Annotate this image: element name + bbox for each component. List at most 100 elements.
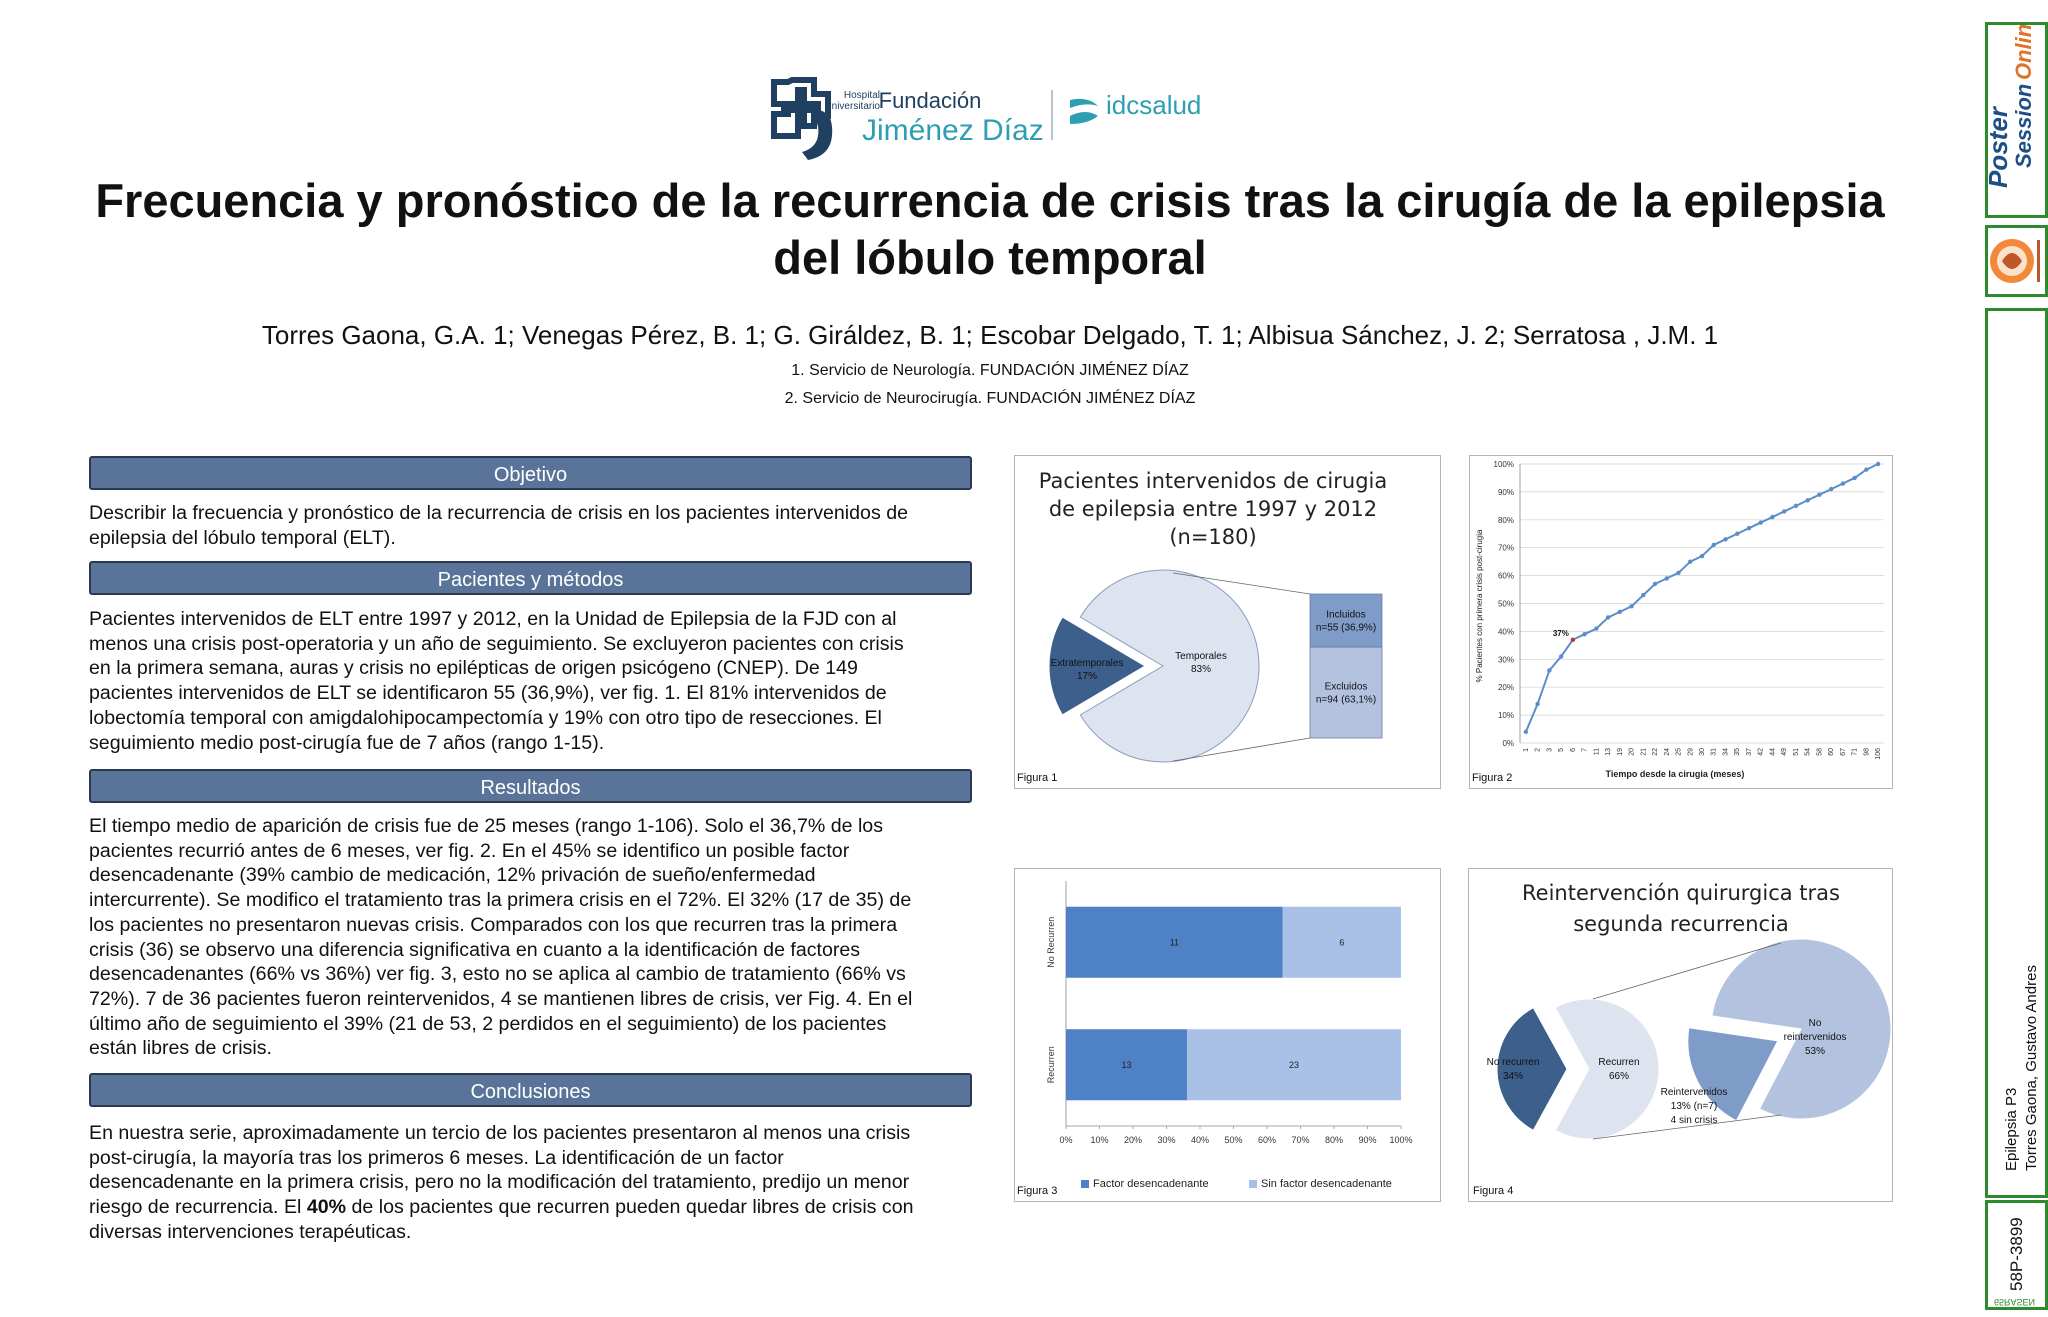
data-point — [1735, 531, 1740, 536]
x-tick-label: 51 — [1793, 748, 1800, 756]
y-tick-label: 40% — [1498, 627, 1514, 636]
x-tick-label: 21 — [1640, 748, 1647, 756]
figure-1-title-line: (n=180) — [1169, 525, 1256, 549]
brand-text-poster: Poster — [1988, 105, 2013, 188]
x-tick-label: 54 — [1805, 748, 1812, 756]
figure-4-title-line: segunda recurrencia — [1573, 912, 1789, 936]
x-tick-label: 106 — [1875, 748, 1882, 760]
figure-2: 0% 10% 20% 30% 40% 50% 60% 70% 80% 90% 100% 1 2 3 5 6 7 1… — [1469, 455, 1893, 789]
bar-value-label: 11 — [1170, 937, 1179, 947]
series-line — [1524, 463, 1879, 733]
category-label: No Recurren — [1046, 917, 1056, 968]
y-tick-label: 70% — [1498, 544, 1514, 553]
figure-2-ylabel: % Pacientes con primera crisis post-ciru… — [1475, 529, 1484, 682]
text-line: epilepsia del lóbulo temporal (ELT). — [89, 526, 396, 549]
figure-4: Reintervención quirurgica tras segunda r… — [1468, 868, 1893, 1202]
x-tick-label: 34 — [1722, 748, 1729, 756]
text-line: lobectomía temporal con amigdalohipocamp… — [89, 706, 882, 729]
title-line-1: Frecuencia y pronóstico de la recurrenci… — [95, 174, 1885, 227]
x-tick-label: 1 — [1523, 748, 1530, 752]
figure-1: Pacientes intervenidos de cirugia de epi… — [1014, 455, 1441, 789]
bar-value-label: 23 — [1289, 1060, 1299, 1070]
data-point — [1605, 615, 1611, 620]
x-tick-label: 71 — [1852, 748, 1859, 756]
hospital-logo-mark: Hospital Universitario Fundación Jiménez… — [771, 77, 1201, 160]
y-tick-label: 80% — [1498, 516, 1514, 525]
figure-4-chart: Reintervención quirurgica tras segunda r… — [1473, 881, 1892, 1197]
affiliation-2: 2. Servicio de Neurocirugía. FUNDACIÓN J… — [784, 390, 1196, 407]
pie-slice-extratemporales — [1048, 616, 1146, 716]
x-tick-label: 13 — [1605, 748, 1612, 756]
figure-3-chart: 0% 10% 20% 30% 40% 50% 60% 70% 80% 90% 100% 11 6 No R… — [1017, 881, 1413, 1197]
data-point — [1699, 553, 1705, 559]
pie-value-reintervenidos: 13% (n=7) — [1671, 1101, 1717, 1112]
pie-label-no-reintervenidos: No — [1809, 1018, 1822, 1029]
connector-line — [1172, 572, 1311, 595]
data-point — [1535, 701, 1540, 707]
connector-line — [1592, 942, 1782, 1000]
data-point — [1711, 542, 1716, 548]
figure-1-chart: Pacientes intervenidos de cirugia de epi… — [1017, 469, 1387, 784]
text-line: están libres de crisis. — [89, 1037, 272, 1060]
x-tick-label: 6 — [1570, 748, 1577, 752]
poster-session-online-logo: Poster Session Online — [1983, 12, 2048, 218]
pie-value-no-recurren: 34% — [1503, 1071, 1523, 1082]
data-point — [1547, 668, 1552, 673]
pie-label-no-recurren: No recurren — [1487, 1057, 1540, 1068]
section-heading-objetivo: Objetivo — [89, 456, 972, 490]
logo-text-partner: idcsalud — [1106, 90, 1201, 120]
data-point — [1793, 503, 1799, 509]
x-tick-label: 24 — [1664, 748, 1671, 756]
data-point — [1617, 609, 1623, 615]
pie-slice-temporales — [1079, 569, 1260, 763]
text-line: crisis (36) se observo una diferencia si… — [89, 938, 861, 961]
data-point — [1723, 537, 1728, 542]
brand-text-online: Online — [2011, 25, 2036, 80]
poster-title: Frecuencia y pronóstico de la recurrenci… — [60, 172, 1920, 286]
y-tick-label: 20% — [1498, 683, 1514, 692]
x-tick-label: 20% — [1124, 1135, 1142, 1145]
affiliation-1: 1. Servicio de Neurología. FUNDACIÓN JIM… — [791, 362, 1189, 379]
data-point — [1558, 654, 1564, 659]
x-tick-label: 2 — [1535, 748, 1542, 752]
section-heading-resultados: Resultados — [89, 769, 972, 803]
breakdown-value: n=55 (36,9%) — [1316, 623, 1376, 634]
logo-text-hospital: Hospital — [844, 90, 880, 101]
data-point — [1652, 581, 1658, 587]
y-tick-label: 10% — [1498, 711, 1514, 720]
figure-4-caption: Figura 4 — [1473, 1185, 1513, 1197]
breakdown-segment — [1309, 646, 1383, 739]
data-point — [1770, 514, 1775, 520]
data-point — [1641, 592, 1646, 598]
data-point — [1875, 461, 1881, 467]
legend-swatch-factor — [1081, 1180, 1089, 1188]
x-tick-label: 35 — [1734, 748, 1741, 756]
figure-1-title-line: de epilepsia entre 1997 y 2012 — [1049, 497, 1377, 521]
title-line-2: del lóbulo temporal — [773, 231, 1207, 284]
x-tick-label: 70% — [1291, 1135, 1309, 1145]
text-line: en la primera semana, auras y crisis no … — [89, 657, 858, 680]
text-line: diversas intervenciones terapéuticas. — [89, 1220, 412, 1243]
text-line: post-cirugía, la mayoría tras los primer… — [89, 1146, 784, 1169]
bar-value-label: 6 — [1339, 937, 1344, 947]
text-line: desencadenante en la primera crisis, per… — [89, 1171, 910, 1194]
text-line: pacientes recurrió antes de 6 meses, ver… — [89, 839, 850, 862]
text-line: los pacientes no presentaron nuevas cris… — [89, 913, 898, 936]
x-tick-label: 37 — [1746, 748, 1753, 756]
data-point — [1864, 467, 1869, 472]
x-tick-label: 31 — [1711, 748, 1718, 756]
breakdown-label: Incluidos — [1326, 610, 1365, 621]
x-tick-label: 67 — [1840, 748, 1847, 756]
data-point — [1676, 570, 1681, 576]
text-line: seguimiento medio post-cirugía fue de 7 … — [89, 731, 605, 754]
text-line: desencadenante (39% cambio de medicación… — [89, 864, 816, 887]
logo-text-universitario: Universitario — [824, 101, 880, 112]
data-point — [1852, 475, 1857, 481]
x-tick-label: 44 — [1769, 748, 1776, 756]
text-run: de los pacientes que recurren pueden que… — [346, 1196, 914, 1219]
legend-label-factor: Factor desencadenante — [1093, 1178, 1209, 1190]
poster-footer-mark: 65RASEN — [1994, 1297, 2035, 1307]
pie-slice-reintervenidos — [1687, 1027, 1779, 1122]
x-tick-label: 19 — [1617, 748, 1624, 756]
text-line: 72%). 7 de 36 pacientes fueron reinterve… — [89, 987, 913, 1010]
